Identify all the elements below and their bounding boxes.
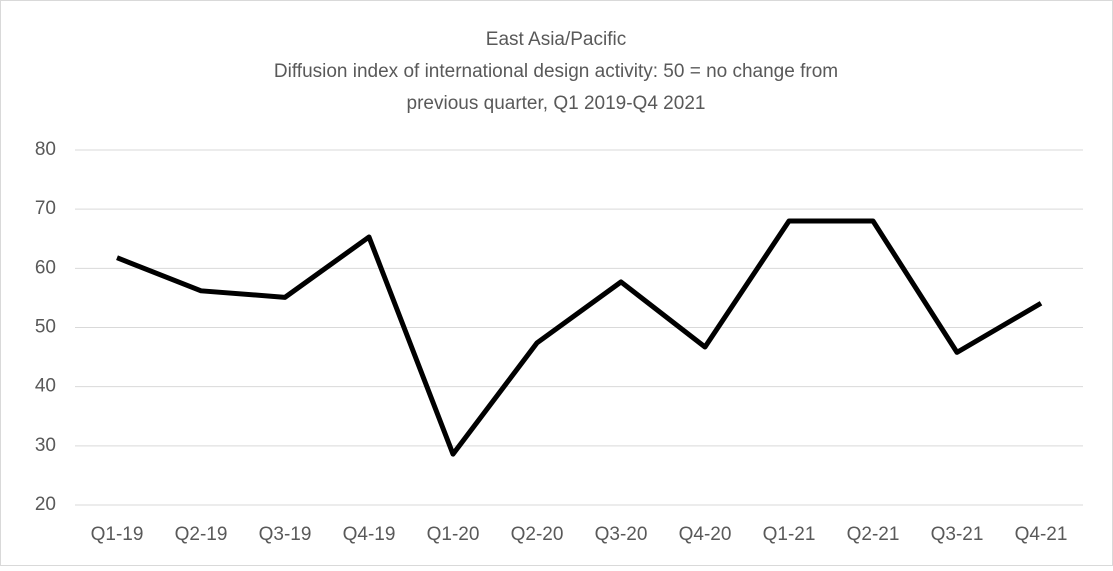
x-tick-label: Q4-21: [1015, 524, 1068, 545]
chart-subtitle: previous quarter, Q1 2019-Q4 2021: [407, 93, 706, 114]
x-tick-label: Q2-21: [847, 524, 900, 545]
x-tick-label: Q4-20: [679, 524, 732, 545]
x-tick-label: Q1-19: [91, 524, 144, 545]
line-series: [116, 218, 1043, 457]
y-tick-label: 80: [35, 139, 56, 160]
x-tick-label: Q4-19: [343, 524, 396, 545]
x-tick-label: Q1-20: [427, 524, 480, 545]
x-tick-label: Q2-19: [175, 524, 228, 545]
y-tick-label: 60: [35, 257, 56, 278]
x-tick-label: Q3-21: [931, 524, 984, 545]
x-tick-label: Q3-20: [595, 524, 648, 545]
chart-title: East Asia/Pacific: [486, 29, 626, 50]
x-tick-label: Q3-19: [259, 524, 312, 545]
x-tick-label: Q2-20: [511, 524, 564, 545]
y-tick-label: 50: [35, 317, 56, 338]
y-tick-label: 30: [35, 435, 56, 456]
chart-subtitle: Diffusion index of international design …: [274, 61, 838, 82]
x-tick-label: Q1-21: [763, 524, 816, 545]
y-tick-label: 70: [35, 198, 56, 219]
y-tick-label: 40: [35, 376, 56, 397]
y-tick-label: 20: [35, 494, 56, 515]
